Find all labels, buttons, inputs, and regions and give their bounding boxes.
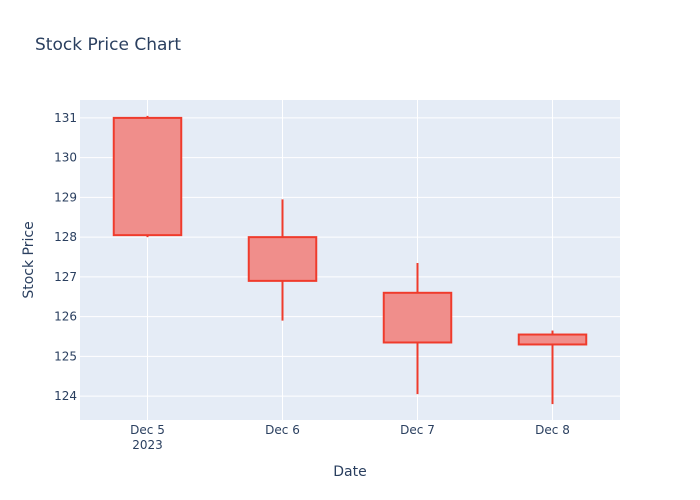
y-tick-label: 131 bbox=[54, 111, 77, 125]
y-tick-label: 125 bbox=[54, 349, 77, 363]
y-tick-label: 126 bbox=[54, 310, 77, 324]
candle-body bbox=[517, 333, 588, 346]
x-tick-label: Dec 7 bbox=[400, 423, 435, 437]
x-tick-label: Dec 5 bbox=[130, 423, 165, 437]
chart-title: Stock Price Chart bbox=[35, 35, 181, 55]
y-tick-label: 127 bbox=[54, 270, 77, 284]
y-axis-ticks: 124 125 126 127 128 129 130 131 bbox=[54, 111, 77, 403]
x-axis-ticks: Dec 5 Dec 6 Dec 7 Dec 8 2023 bbox=[130, 423, 570, 452]
x-tick-year-label: 2023 bbox=[132, 438, 163, 452]
candle-body bbox=[112, 116, 183, 237]
y-tick-label: 124 bbox=[54, 389, 77, 403]
candle bbox=[382, 262, 453, 395]
x-axis-title: Date bbox=[333, 464, 366, 480]
y-axis-title: Stock Price bbox=[21, 221, 37, 298]
y-tick-label: 128 bbox=[54, 230, 77, 244]
y-tick-label: 129 bbox=[54, 190, 77, 204]
x-tick-label: Dec 8 bbox=[535, 423, 570, 437]
y-tick-label: 130 bbox=[54, 151, 77, 165]
candle bbox=[247, 199, 318, 321]
candle bbox=[517, 330, 588, 405]
candle bbox=[112, 115, 183, 238]
candles bbox=[112, 115, 588, 405]
candle-body bbox=[382, 291, 453, 344]
x-tick-label: Dec 6 bbox=[265, 423, 300, 437]
candle-body bbox=[247, 236, 318, 282]
